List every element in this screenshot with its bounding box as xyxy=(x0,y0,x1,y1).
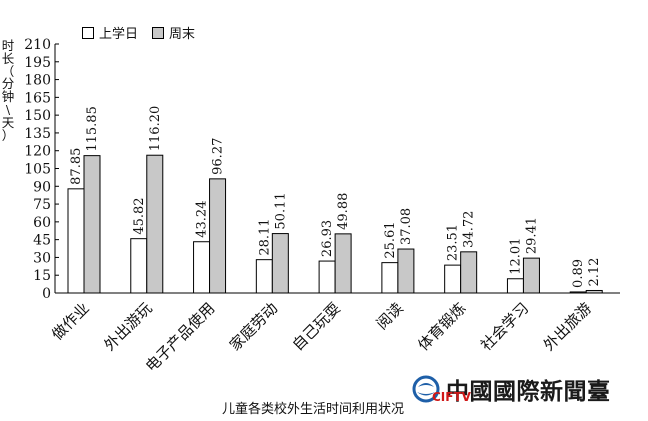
data-label: 23.51 xyxy=(446,224,461,261)
y-tick-label: 60 xyxy=(33,215,51,231)
bar-school-day xyxy=(318,260,336,294)
bar-school-day xyxy=(506,278,524,294)
y-axis-label-char: 时 xyxy=(1,38,15,53)
x-tick-label: 阅读 xyxy=(373,299,407,333)
data-label: 34.72 xyxy=(462,211,477,248)
bar-school-day xyxy=(444,264,462,294)
data-label: 115.85 xyxy=(85,106,100,152)
legend-label-school-day: 上学日 xyxy=(99,27,139,42)
y-tick-label: 15 xyxy=(33,268,51,284)
data-label: 96.27 xyxy=(211,138,226,175)
globe-icon xyxy=(412,375,440,403)
data-label: 87.85 xyxy=(69,148,84,185)
y-tick-label: 150 xyxy=(24,108,51,124)
y-axis-label-char: ） xyxy=(1,127,15,143)
data-label: 116.20 xyxy=(148,106,163,152)
bar-school-day xyxy=(130,238,148,294)
y-axis-label-char: 长 xyxy=(1,50,15,66)
y-tick-label: 90 xyxy=(33,179,51,195)
chart-caption: 儿童各类校外生活时间利用状况 xyxy=(222,402,405,417)
data-label: 45.82 xyxy=(132,197,147,234)
data-label: 37.08 xyxy=(399,208,414,245)
y-axis-label: 时长（分钟 \ 天） xyxy=(0,38,16,143)
legend-item-weekend: 周末 xyxy=(152,23,195,42)
x-tick-label: 外出游玩 xyxy=(100,299,155,354)
y-tick-label: 120 xyxy=(24,144,51,160)
y-tick-label: 135 xyxy=(24,126,51,142)
data-label: 50.11 xyxy=(273,192,288,229)
x-tick-label: 社会学习 xyxy=(477,299,532,354)
x-tick-label: 家庭劳动 xyxy=(226,299,281,354)
data-label: 29.41 xyxy=(524,217,539,254)
y-tick-label: 0 xyxy=(42,286,51,302)
y-tick-label: 30 xyxy=(33,250,51,266)
y-tick-label: 75 xyxy=(33,197,51,213)
data-label: 12.01 xyxy=(508,238,523,275)
bar-school-day xyxy=(193,241,211,294)
legend-label-weekend: 周末 xyxy=(169,27,196,42)
y-tick-label: 165 xyxy=(24,90,51,106)
bar-weekend xyxy=(585,289,603,294)
bar-school-day xyxy=(67,188,85,294)
bar-weekend xyxy=(334,233,352,294)
data-label: 43.24 xyxy=(195,201,210,238)
bar-weekend xyxy=(397,248,415,294)
bar-weekend xyxy=(271,233,289,294)
data-label: 25.61 xyxy=(383,221,398,258)
bar-weekend xyxy=(146,154,164,294)
x-tick-label: 做作业 xyxy=(48,299,93,344)
y-axis-label-char: 钟 xyxy=(1,89,15,105)
legend-swatch-weekend xyxy=(152,26,165,39)
data-label: 0.89 xyxy=(571,259,586,288)
y-tick-label: 180 xyxy=(24,73,51,89)
data-label: 26.93 xyxy=(320,220,335,257)
bar-weekend xyxy=(522,257,540,294)
bar-weekend xyxy=(209,178,227,294)
watermark-brand-text: 中國國際新聞臺 xyxy=(446,379,611,405)
y-tick-label: 105 xyxy=(24,162,51,178)
data-label: 28.11 xyxy=(257,218,272,255)
bar-school-day xyxy=(569,291,587,294)
x-tick-label: 外出旅游 xyxy=(540,299,595,354)
bar-school-day xyxy=(381,262,399,294)
watermark: CIFTV 中國國際新聞臺 xyxy=(412,372,611,406)
y-axis-label-char: 分 xyxy=(1,76,15,92)
x-tick-label: 体育锻炼 xyxy=(414,299,469,354)
bar-weekend xyxy=(83,155,101,294)
bar-weekend xyxy=(460,251,478,294)
y-axis-label-char: （ xyxy=(1,63,15,79)
data-label: 2.12 xyxy=(587,258,602,287)
x-tick-label: 自己玩耍 xyxy=(289,299,344,354)
bar-school-day xyxy=(255,259,273,294)
legend-swatch-school-day xyxy=(82,26,94,39)
y-axis-label-char: \ xyxy=(5,101,11,117)
y-tick-label: 45 xyxy=(33,233,51,249)
watermark-sub-text: CIFTV xyxy=(432,390,471,404)
legend-item-school-day: 上学日 xyxy=(82,23,138,42)
legend: 上学日 周末 xyxy=(82,23,209,42)
y-axis-label-char: 天 xyxy=(1,114,15,130)
y-tick-label: 195 xyxy=(24,55,51,71)
y-tick-label: 210 xyxy=(24,37,51,53)
data-label: 49.88 xyxy=(336,193,351,230)
